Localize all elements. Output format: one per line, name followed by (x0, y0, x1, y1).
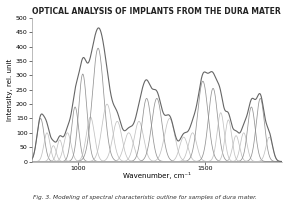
Y-axis label: Intensity, rel. unit: Intensity, rel. unit (7, 59, 13, 121)
Text: Fig. 3. Modeling of spectral characteristic outline for samples of dura mater.: Fig. 3. Modeling of spectral characteris… (33, 195, 256, 200)
Title: OPTICAL ANALYSIS OF IMPLANTS FROM THE DURA MATER: OPTICAL ANALYSIS OF IMPLANTS FROM THE DU… (32, 7, 281, 16)
X-axis label: Wavenumber, cm⁻¹: Wavenumber, cm⁻¹ (123, 172, 191, 179)
